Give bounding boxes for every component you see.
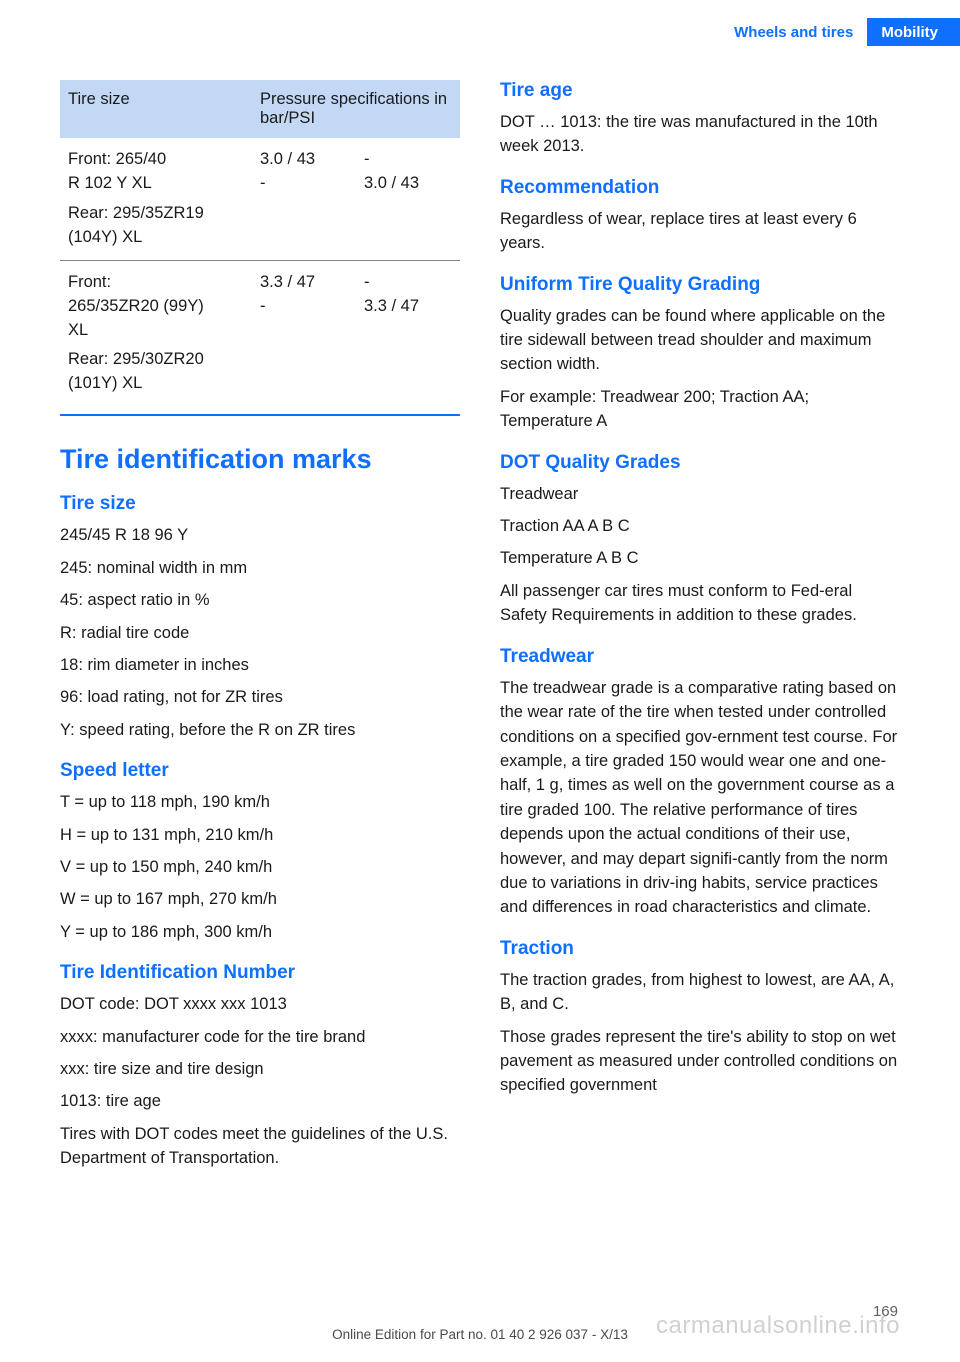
left-column: Tire size Pressure specifications in bar…	[60, 80, 460, 1179]
body-text: Temperature A B C	[500, 546, 900, 570]
table-cell: 3.3 / 47 -	[252, 260, 356, 406]
table-cell: - 3.3 / 47	[356, 260, 460, 406]
body-text: 45: aspect ratio in %	[60, 588, 460, 612]
body-text: The traction grades, from highest to low…	[500, 968, 900, 1017]
body-text: Traction AA A B C	[500, 514, 900, 538]
sub-title-speed: Speed letter	[60, 760, 460, 782]
body-text: All passenger car tires must conform to …	[500, 579, 900, 628]
page-content: Tire size Pressure specifications in bar…	[60, 80, 900, 1179]
body-text: 245: nominal width in mm	[60, 556, 460, 580]
sub-title-age: Tire age	[500, 80, 900, 102]
body-text: Y = up to 186 mph, 300 km/h	[60, 920, 460, 944]
table-cell: Front: 265/40 R 102 Y XL Rear: 295/35ZR1…	[60, 138, 252, 260]
sub-title-treadwear: Treadwear	[500, 646, 900, 668]
table-divider	[60, 414, 460, 416]
body-text: 1013: tire age	[60, 1089, 460, 1113]
sub-title-tin: Tire Identification Number	[60, 962, 460, 984]
body-text: 96: load rating, not for ZR tires	[60, 685, 460, 709]
body-text: 18: rim diameter in inches	[60, 653, 460, 677]
sub-title-dot: DOT Quality Grades	[500, 452, 900, 474]
body-text: For example: Treadwear 200; Traction AA;…	[500, 385, 900, 434]
body-text: V = up to 150 mph, 240 km/h	[60, 855, 460, 879]
body-text: Those grades represent the tire's abilit…	[500, 1025, 900, 1098]
sub-title-tire-size: Tire size	[60, 493, 460, 515]
body-text: Y: speed rating, before the R on ZR tire…	[60, 718, 460, 742]
body-text: DOT code: DOT xxxx xxx 1013	[60, 992, 460, 1016]
body-text: 245/45 R 18 96 Y	[60, 523, 460, 547]
section-title: Tire identification marks	[60, 444, 460, 475]
body-text: DOT … 1013: the tire was manufactured in…	[500, 110, 900, 159]
table-header-pressure: Pressure specifications in bar/PSI	[252, 80, 460, 138]
sub-title-utqg: Uniform Tire Quality Grading	[500, 274, 900, 296]
body-text: The treadwear grade is a comparative rat…	[500, 676, 900, 920]
sub-title-recommendation: Recommendation	[500, 177, 900, 199]
right-column: Tire age DOT … 1013: the tire was manufa…	[500, 80, 900, 1179]
body-text: R: radial tire code	[60, 621, 460, 645]
table-cell: 3.0 / 43 -	[252, 138, 356, 260]
body-text: Treadwear	[500, 482, 900, 506]
header-chapter: Mobility	[867, 18, 960, 46]
table-cell: Front: 265/35ZR20 (99Y) XL Rear: 295/30Z…	[60, 260, 252, 406]
body-text: Tires with DOT codes meet the guidelines…	[60, 1122, 460, 1171]
header-section: Wheels and tires	[720, 18, 867, 46]
body-text: T = up to 118 mph, 190 km/h	[60, 790, 460, 814]
body-text: Regardless of wear, replace tires at lea…	[500, 207, 900, 256]
body-text: H = up to 131 mph, 210 km/h	[60, 823, 460, 847]
body-text: xxxx: manufacturer code for the tire bra…	[60, 1025, 460, 1049]
table-cell: - 3.0 / 43	[356, 138, 460, 260]
pressure-table: Tire size Pressure specifications in bar…	[60, 80, 460, 406]
page-header: Wheels and tires Mobility	[720, 18, 960, 46]
table-header-size: Tire size	[60, 80, 252, 138]
sub-title-traction: Traction	[500, 938, 900, 960]
body-text: W = up to 167 mph, 270 km/h	[60, 887, 460, 911]
body-text: Quality grades can be found where applic…	[500, 304, 900, 377]
body-text: xxx: tire size and tire design	[60, 1057, 460, 1081]
watermark: carmanualsonline.info	[656, 1312, 900, 1340]
